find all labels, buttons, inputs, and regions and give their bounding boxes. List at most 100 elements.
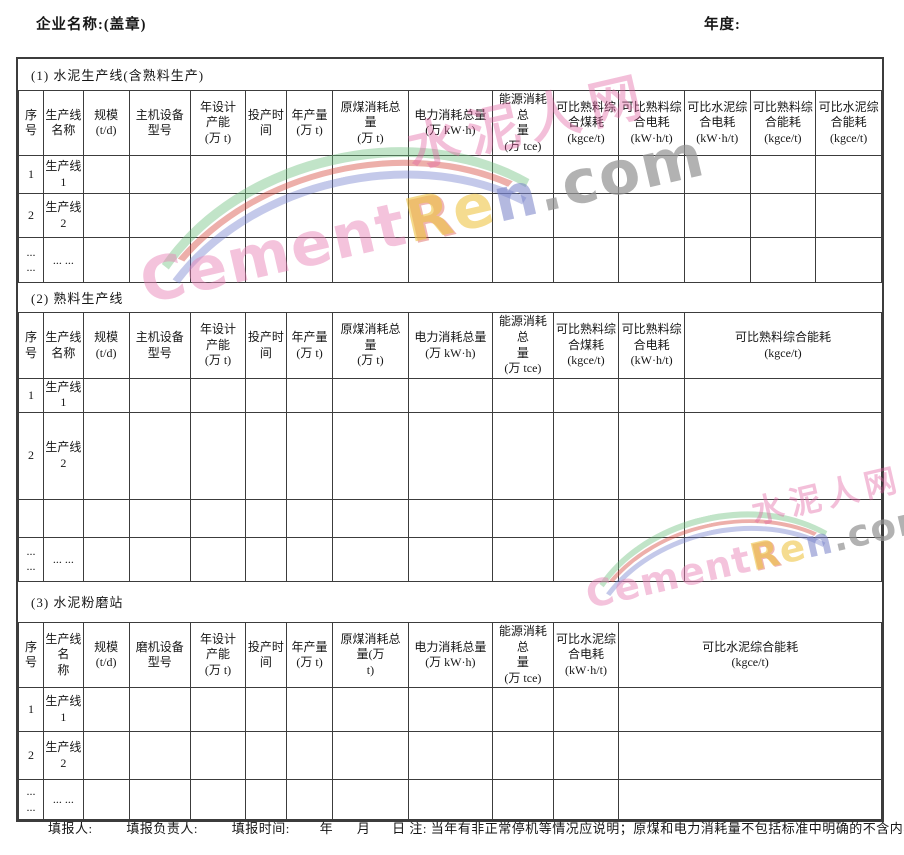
table-row: 2 生产线 2 [17, 411, 883, 500]
empty-cell [492, 411, 554, 500]
year-label: 年度: [704, 17, 741, 33]
empty-cell [749, 193, 817, 239]
empty-cell [683, 536, 883, 582]
empty-cell [189, 687, 247, 733]
empty-cell [332, 687, 409, 733]
empty-cell [332, 411, 409, 500]
empty-cell [552, 498, 620, 538]
empty-cell [407, 155, 494, 195]
empty-cell [618, 411, 685, 500]
empty-cell [332, 731, 409, 781]
empty-cell [245, 687, 287, 733]
clinker-production-table: 序号 生产线 名称 规模 (t/d) 主机设备 型号 年设计 产能 (万 t) … [17, 312, 883, 582]
empty-cell [128, 193, 191, 239]
empty-cell [245, 193, 287, 239]
empty-cell [749, 155, 817, 195]
empty-cell [552, 779, 620, 821]
empty-cell [552, 687, 620, 733]
column-header: 可比水泥综合能耗 (kgce/t) [618, 621, 882, 689]
column-header: 可比水泥综 合能耗 (kgce/t) [815, 89, 882, 157]
empty-cell [683, 411, 883, 500]
empty-cell [618, 155, 685, 195]
day-unit-label: 日 [392, 821, 406, 836]
empty-cell [128, 155, 191, 195]
empty-cell [82, 377, 130, 413]
empty-cell [815, 155, 882, 195]
empty-cell [618, 498, 685, 538]
empty-cell [683, 155, 751, 195]
empty-cell [407, 536, 494, 582]
empty-cell [245, 536, 287, 582]
empty-cell [407, 731, 494, 781]
column-header: 可比熟料综合能耗 (kgce/t) [683, 312, 883, 379]
empty-cell [332, 237, 409, 284]
empty-cell [407, 193, 494, 239]
column-header: 序号 [17, 621, 45, 689]
column-header: 序号 [17, 312, 45, 379]
cement-production-table: 序号 生产线 名称 规模 (t/d) 主机设备 型号 年设计 产能 (万 t) … [17, 89, 882, 284]
empty-cell [552, 411, 620, 500]
row-seq: 2 [17, 731, 45, 781]
empty-cell [189, 237, 247, 284]
empty-cell [492, 731, 554, 781]
empty-cell [189, 193, 247, 239]
row-name: 生产线 1 [43, 377, 84, 413]
empty-cell [128, 687, 191, 733]
column-header: 可比水泥综 合电耗 (kW·h/t) [683, 89, 751, 157]
empty-cell [189, 498, 247, 538]
empty-cell [407, 779, 494, 821]
table-row: ... ... ... ... [17, 536, 883, 582]
table-row: ... ... ... ... [17, 237, 882, 284]
column-header: 电力消耗总量 (万 kW·h) [407, 89, 494, 157]
empty-cell [82, 411, 130, 500]
empty-cell [285, 193, 334, 239]
row-name: ... ... [43, 536, 84, 582]
empty-cell [82, 779, 130, 821]
empty-cell [618, 193, 685, 239]
year-unit-label: 年 [319, 821, 334, 836]
empty-cell [552, 237, 620, 284]
section-title-cement-lines: (1) 水泥生产线(含熟料生产) [31, 68, 205, 83]
empty-cell [815, 193, 882, 239]
column-header: 能源消耗总 量 (万 tce) [492, 621, 554, 689]
column-header: 能源消耗总 量 (万 tce) [492, 89, 554, 157]
column-header: 主机设备 型号 [128, 312, 191, 379]
section-title-grinding-station: (3) 水泥粉磨站 [31, 595, 124, 611]
empty-cell [815, 237, 882, 284]
row-seq: 1 [17, 687, 45, 733]
empty-cell [189, 536, 247, 582]
column-header: 规模 (t/d) [82, 89, 130, 157]
empty-cell [128, 411, 191, 500]
row-seq: ... ... [17, 237, 45, 284]
column-header: 可比熟料综 合能耗 (kgce/t) [749, 89, 817, 157]
empty-cell [407, 687, 494, 733]
row-seq [17, 498, 45, 538]
empty-cell [492, 687, 554, 733]
column-header: 规模 (t/d) [82, 621, 130, 689]
column-header: 生产线 名称 [43, 89, 84, 157]
empty-cell [189, 731, 247, 781]
table-row [17, 498, 883, 538]
column-header: 年设计 产能 (万 t) [189, 89, 247, 157]
empty-cell [552, 536, 620, 582]
table-row: 1 生产线 1 [17, 155, 882, 195]
empty-cell [407, 377, 494, 413]
empty-cell [492, 536, 554, 582]
row-name: 生产线 1 [43, 155, 84, 195]
column-header: 投产时 间 [245, 89, 287, 157]
empty-cell [82, 536, 130, 582]
row-seq: 1 [17, 155, 45, 195]
empty-cell [492, 155, 554, 195]
column-header: 原煤消耗总 量 (万 t) [332, 89, 409, 157]
empty-cell [82, 498, 130, 538]
empty-cell [128, 237, 191, 284]
table-row: ... ... ... ... [17, 779, 882, 821]
supervisor-label: 填报负责人: [126, 821, 198, 836]
month-unit-label: 月 [356, 821, 371, 836]
empty-cell [128, 536, 191, 582]
empty-cell [683, 377, 883, 413]
empty-cell [683, 193, 751, 239]
column-header: 可比熟料综 合电耗 (kW·h/t) [618, 312, 685, 379]
column-header: 可比熟料综 合电耗 (kW·h/t) [618, 89, 685, 157]
company-name-label: 企业名称:(盖章) [36, 17, 147, 33]
